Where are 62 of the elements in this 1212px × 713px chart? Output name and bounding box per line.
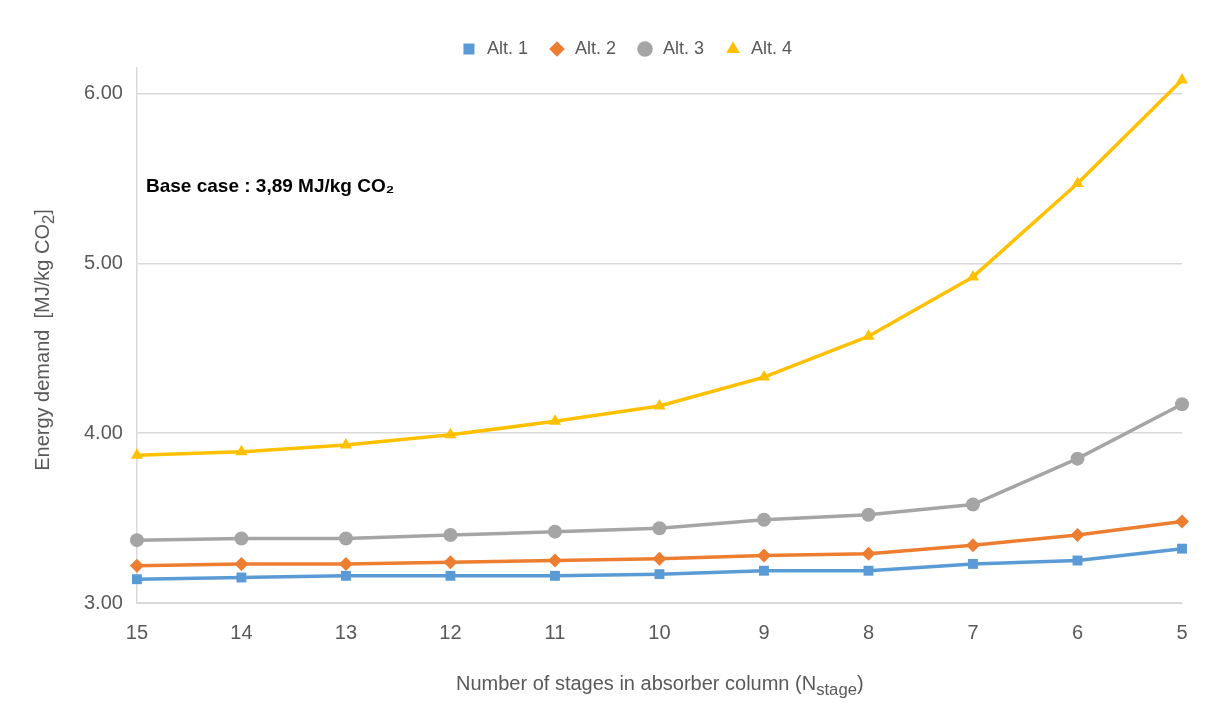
y-tick-label: 5.00 [83, 250, 123, 273]
point [1175, 514, 1189, 529]
x-axis-title: Number of stages in absorber column (N$_{stage}$) [456, 672, 864, 700]
point [652, 521, 667, 536]
point [654, 569, 665, 580]
point [966, 269, 980, 281]
point [443, 555, 458, 570]
x-tick-label: 9 [758, 620, 770, 643]
point [861, 507, 876, 522]
x-tick-label: 6 [1071, 620, 1084, 643]
point [1177, 543, 1187, 554]
legend-label: Alt. 1 [486, 37, 528, 58]
point [1175, 72, 1189, 84]
x-tick-label: 7 [967, 620, 979, 643]
point [759, 565, 769, 576]
point [130, 448, 143, 459]
point [756, 512, 771, 527]
point [129, 558, 144, 573]
x-tick-label: 5 [1176, 620, 1188, 643]
point [236, 572, 247, 583]
point [965, 538, 980, 553]
point [547, 524, 562, 539]
point [131, 574, 142, 585]
point [1175, 397, 1189, 412]
legend-label: Alt. 2 [574, 37, 617, 58]
x-tick-label: 12 [439, 620, 462, 643]
x-tick-label: 11 [544, 620, 566, 643]
point [968, 558, 978, 569]
x-tick-label: 14 [230, 620, 253, 643]
annotation: Base case : 3,89 MJ/kg CO₂ [146, 175, 395, 197]
point [444, 427, 457, 439]
point [235, 444, 248, 456]
point [234, 531, 249, 546]
point [861, 546, 876, 561]
point [129, 533, 144, 548]
point [339, 438, 352, 449]
y-tick-label: 6.00 [83, 80, 123, 103]
point [445, 570, 456, 581]
point [756, 548, 771, 563]
point [757, 370, 771, 381]
point [443, 528, 458, 543]
x-tick-label: 13 [334, 620, 358, 643]
y-tick-label: 3.00 [83, 590, 123, 613]
point [340, 570, 351, 581]
point [548, 414, 562, 425]
point [338, 556, 353, 571]
point [652, 551, 667, 566]
x-tick-label: 8 [862, 620, 875, 643]
point [1071, 176, 1084, 187]
x-tick-label: 10 [648, 620, 671, 643]
point [547, 553, 562, 568]
point [1070, 451, 1085, 466]
y-tick-label: 4.00 [83, 420, 123, 443]
x-tick-label: 15 [125, 620, 149, 643]
point [863, 565, 874, 576]
point [1070, 528, 1085, 543]
legend-label: Alt. 4 [751, 37, 793, 58]
legend-label: Alt. 3 [663, 37, 705, 58]
point [234, 556, 249, 571]
point [965, 497, 980, 512]
point [550, 570, 560, 581]
point [338, 531, 353, 546]
